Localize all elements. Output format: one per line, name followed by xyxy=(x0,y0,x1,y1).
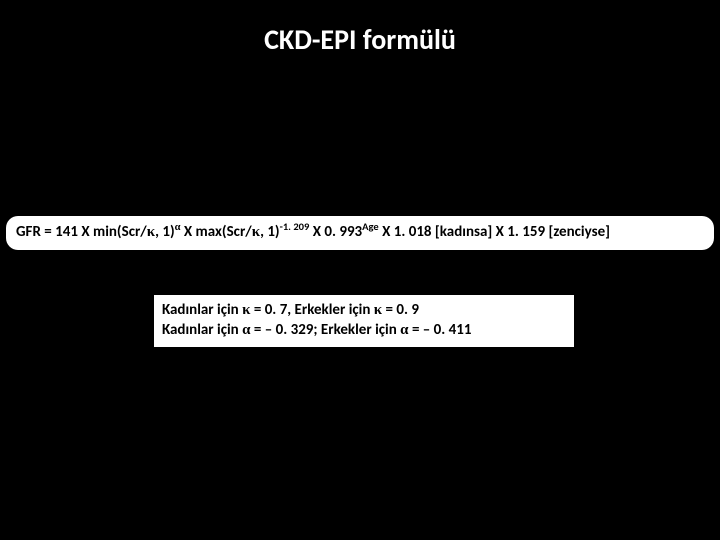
kappa-symbol: κ xyxy=(147,224,155,240)
formula-part: GFR = 141 X min(Scr/ xyxy=(16,223,147,241)
param-text: = 0. 7, Erkekler için xyxy=(250,301,373,319)
formula-text: GFR = 141 X min(Scr/κ, 1)α X max(Scr/κ, … xyxy=(16,223,610,241)
formula-part: , 1) xyxy=(155,223,175,241)
formula-part: X max(Scr/ xyxy=(181,223,252,241)
formula-box: GFR = 141 X min(Scr/κ, 1)α X max(Scr/κ, … xyxy=(6,216,714,250)
param-text: = 0. 9 xyxy=(382,301,419,319)
params-line-1: Kadınlar için κ = 0. 7, Erkekler için κ … xyxy=(162,300,566,320)
formula-part: X 1. 018 [kadınsa] X 1. 159 [zenciyse] xyxy=(379,223,610,241)
alpha-symbol: α xyxy=(400,322,408,338)
slide-title: CKD-EPI formülü xyxy=(0,22,720,57)
age-exponent: Age xyxy=(362,220,379,233)
exponent: -1. 209 xyxy=(280,220,310,233)
formula-part: X 0. 993 xyxy=(309,223,362,241)
params-line-2: Kadınlar için α = – 0. 329; Erkekler içi… xyxy=(162,320,566,340)
formula-part: , 1) xyxy=(260,223,280,241)
param-text: = – 0. 329; Erkekler için xyxy=(250,321,400,339)
parameters-box: Kadınlar için κ = 0. 7, Erkekler için κ … xyxy=(154,295,574,347)
kappa-symbol: κ xyxy=(374,302,382,318)
kappa-symbol: κ xyxy=(252,224,260,240)
param-text: Kadınlar için xyxy=(162,321,242,339)
param-text: = – 0. 411 xyxy=(409,321,472,339)
param-text: Kadınlar için xyxy=(162,301,242,319)
